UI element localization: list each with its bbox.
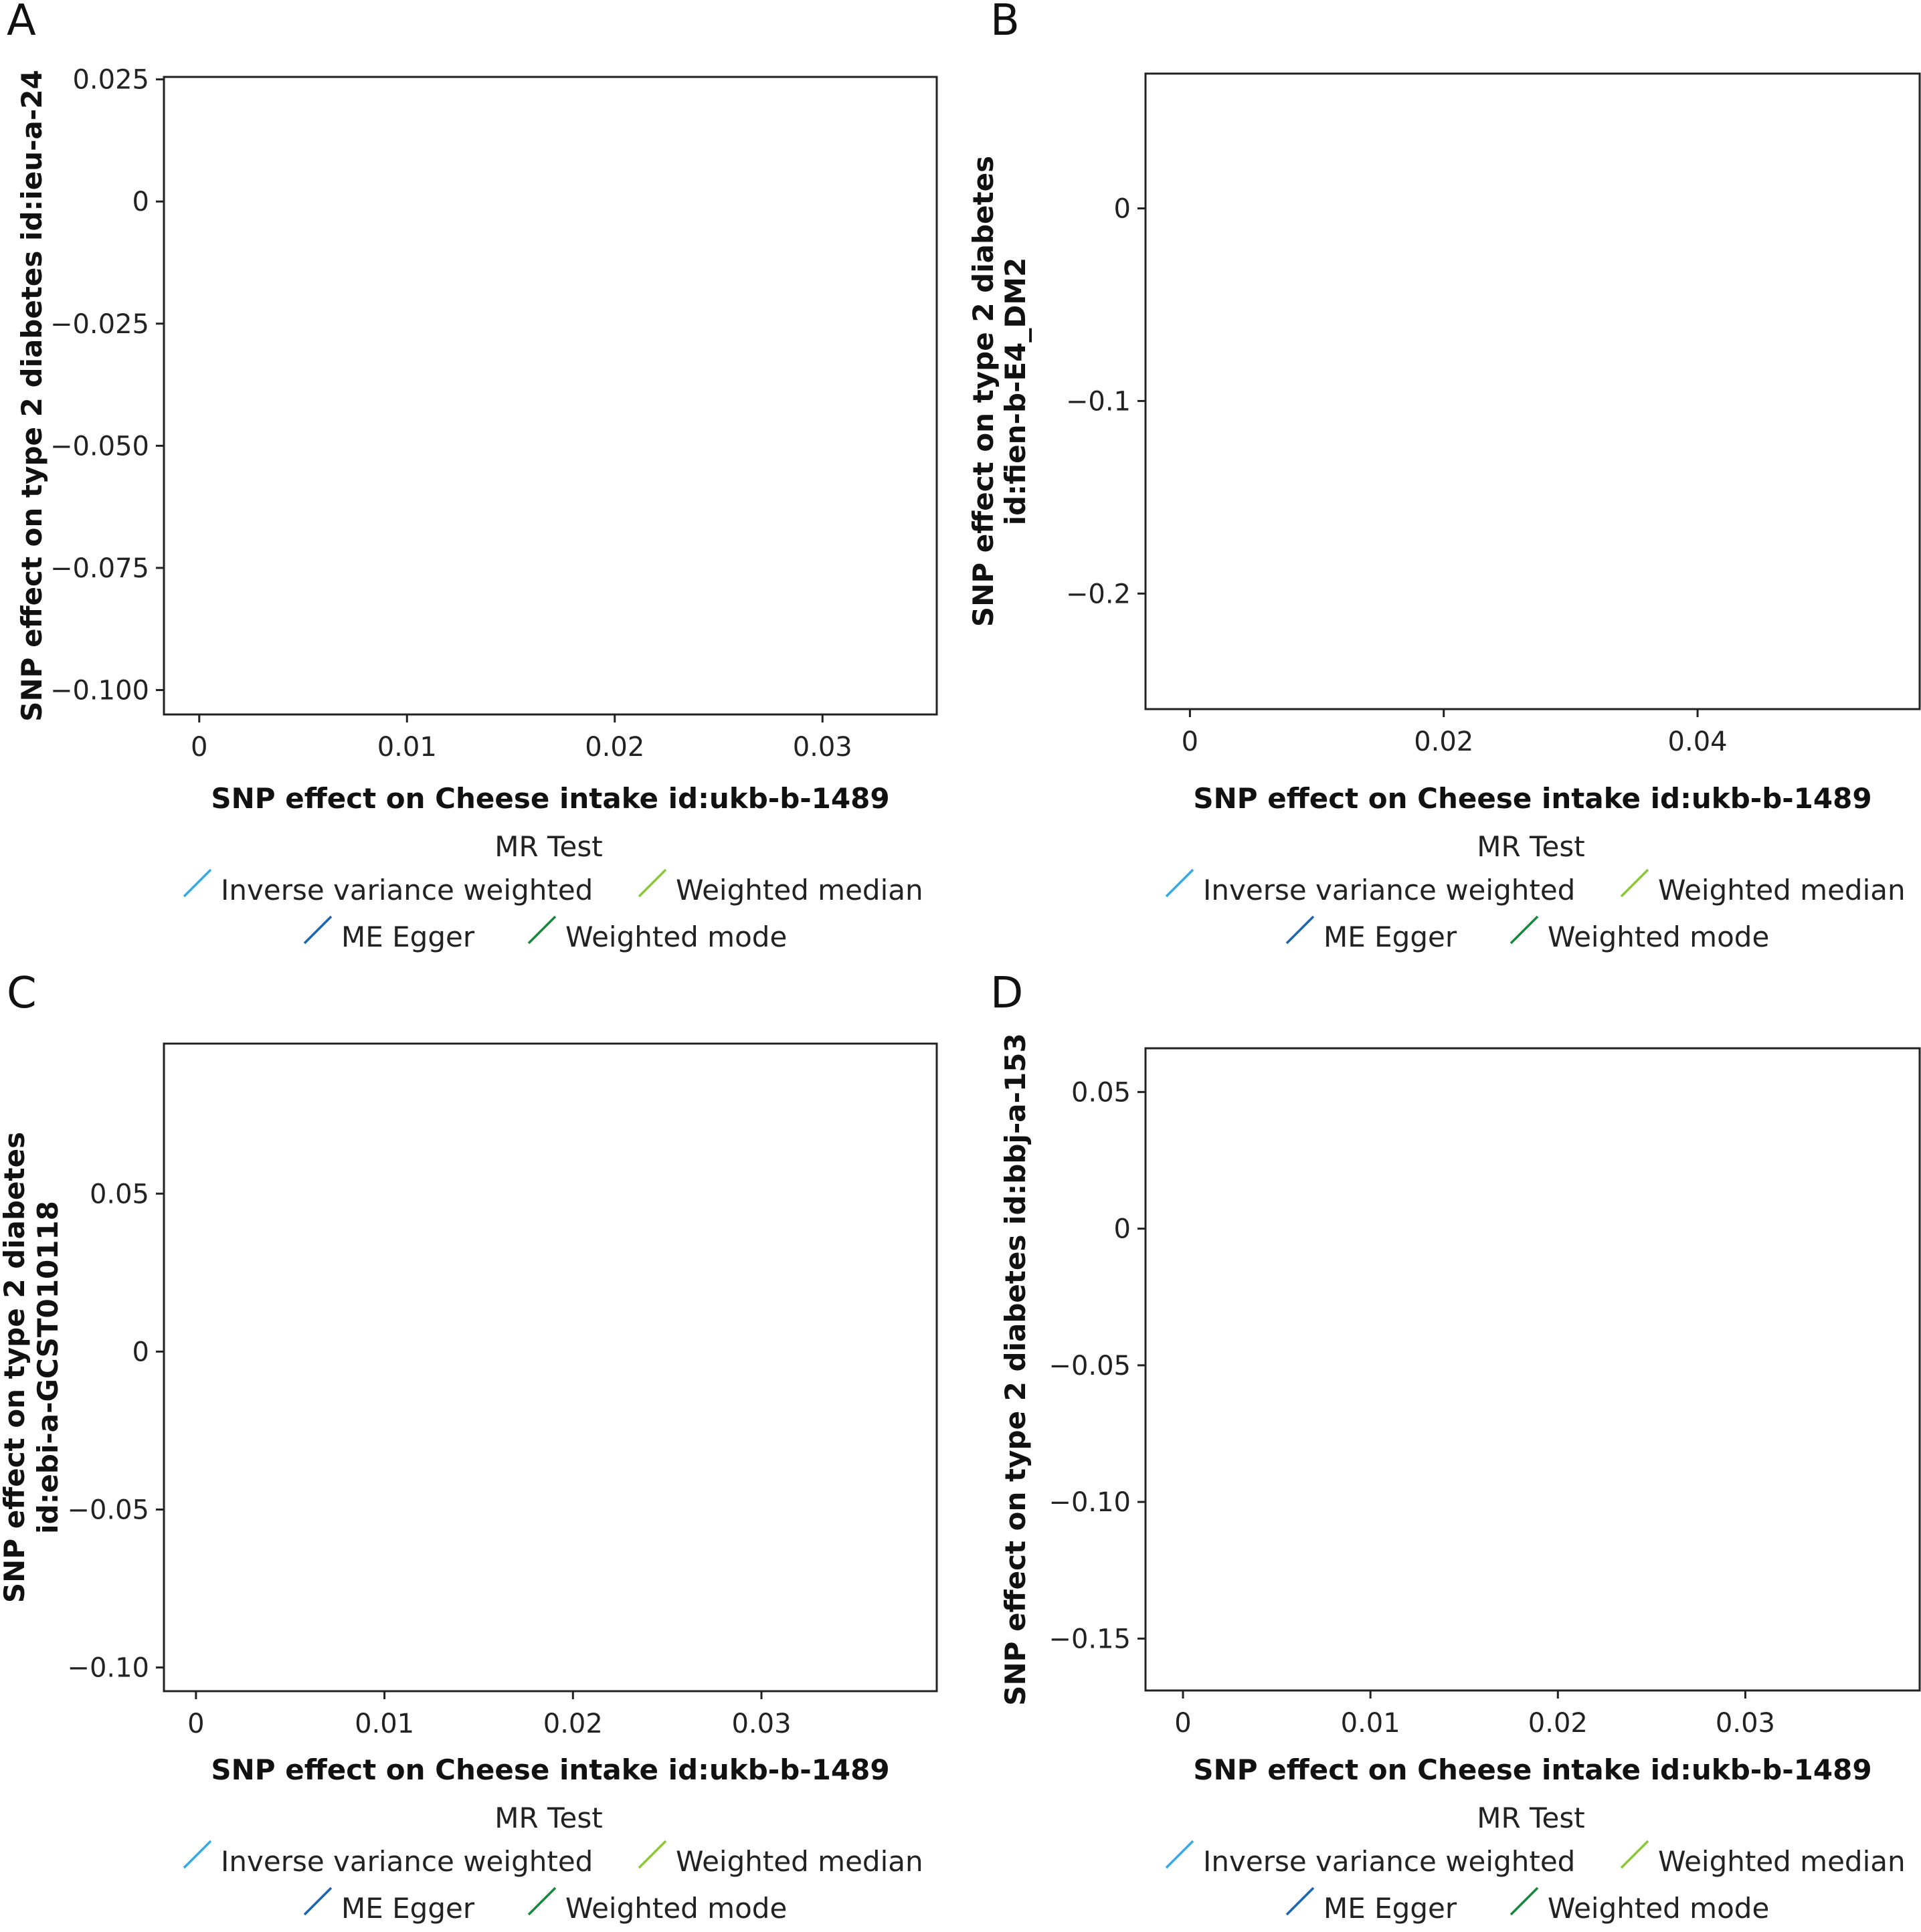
legend-item-label: Weighted median	[1658, 874, 1906, 906]
panel-letter: D	[990, 969, 1023, 1018]
legend-key-swatch	[183, 1840, 212, 1869]
panel-a: A 0 0.01 0.02 0.03 0.025 0 −0.025 −0.050 −0.075 −0…	[7, 0, 938, 953]
legend-item-label: Inverse variance weighted	[1203, 1845, 1575, 1878]
legend-item-label: ME Egger	[1323, 1892, 1457, 1925]
x-axis-title: SNP effect on Cheese intake id:ukb-b-148…	[1193, 1753, 1871, 1786]
x-tick-label: 0.01	[1341, 1708, 1400, 1739]
legend: MR Test Inverse variance weighted Weighted…	[1165, 830, 1906, 953]
y-tick-label: −0.05	[67, 1494, 149, 1525]
y-tick-label: −0.1	[1066, 386, 1131, 417]
legend-key-swatch	[1165, 1840, 1194, 1869]
legend-item-label: Weighted mode	[565, 1892, 787, 1925]
legend-item-label: Weighted median	[676, 874, 923, 906]
legend-item-label: ME Egger	[341, 921, 475, 953]
legend-key-swatch	[638, 1840, 667, 1869]
y-tick-label: −0.05	[1048, 1351, 1131, 1381]
plot-frame	[163, 1042, 938, 1693]
legend: MR Test Inverse variance weighted Weighted…	[183, 830, 923, 953]
x-tick-label: 0.03	[731, 1709, 791, 1739]
legend-item-label: Weighted median	[1658, 1845, 1906, 1878]
legend-key-swatch	[527, 915, 557, 945]
legend-title: MR Test	[494, 830, 602, 863]
legend-item-label: Weighted mode	[1548, 921, 1769, 953]
plot-frame	[1144, 72, 1921, 710]
legend: MR Test Inverse variance weighted Weighted…	[1165, 1802, 1906, 1925]
legend-item-label: ME Egger	[1323, 921, 1457, 953]
legend-key-swatch	[1510, 1887, 1539, 1916]
y-tick-label: −0.2	[1066, 579, 1131, 609]
panel-letter: C	[7, 969, 37, 1018]
y-tick-label: −0.075	[50, 553, 149, 584]
x-tick-label: 0	[1182, 727, 1198, 757]
y-tick-label: 0	[132, 1337, 149, 1367]
legend-item-label: Weighted mode	[565, 921, 787, 953]
y-tick-label: 0	[1114, 1214, 1131, 1245]
y-axis-title: SNP effect on type 2 diabetes id:ieu-a-2…	[15, 70, 48, 721]
y-axis-title: SNP effect on type 2 diabetes	[967, 156, 1000, 627]
y-tick-label: −0.025	[50, 309, 149, 340]
y-tick-label: 0.025	[72, 65, 149, 96]
legend-key-swatch	[638, 868, 667, 898]
legend-key-swatch	[303, 1887, 333, 1916]
y-axis-title: SNP effect on type 2 diabetes	[0, 1132, 31, 1603]
y-tick-label: −0.050	[50, 431, 149, 462]
legend-item-label: ME Egger	[341, 1892, 475, 1925]
legend-title: MR Test	[1477, 830, 1584, 863]
y-tick-label: 0.05	[1071, 1077, 1131, 1108]
y-tick-label: 0.05	[90, 1179, 149, 1210]
y-tick-label: 0	[132, 187, 149, 217]
x-tick-label: 0.01	[355, 1709, 414, 1739]
y-tick-label: −0.10	[67, 1653, 149, 1684]
y-tick-label: 0	[1114, 194, 1131, 225]
legend-key-swatch	[1620, 1840, 1649, 1869]
panel-c: C 0 0.01 0.02 0.03 0.05 0 −0.05 −0.10 SNP effect …	[0, 969, 938, 1925]
x-axis-title: SNP effect on Cheese intake id:ukb-b-148…	[1193, 782, 1871, 815]
x-tick-label: 0	[187, 1709, 204, 1739]
x-tick-label: 0.02	[1528, 1708, 1588, 1739]
plot-frame	[1144, 1047, 1921, 1692]
x-tick-label: 0.04	[1668, 727, 1728, 757]
y-tick-label: −0.100	[50, 675, 149, 706]
x-tick-label: 0	[191, 732, 207, 763]
y-axis-title: id:fien-b-E4_DM2	[999, 258, 1032, 526]
panel-d: D 0 0.01 0.02 0.03 0.05 0 −0.05 −0.10 −0.15 SNP ef…	[990, 969, 1921, 1925]
legend-item-label: Inverse variance weighted	[1203, 874, 1575, 906]
x-tick-label: 0.02	[543, 1709, 603, 1739]
x-axis-title: SNP effect on Cheese intake id:ukb-b-148…	[211, 1753, 889, 1786]
y-tick-label: −0.15	[1048, 1624, 1131, 1654]
legend-key-swatch	[1620, 868, 1649, 898]
legend-key-swatch	[1285, 915, 1315, 945]
legend-key-swatch	[183, 868, 212, 898]
legend-item-label: Inverse variance weighted	[221, 874, 593, 906]
legend-item-label: Weighted median	[676, 1845, 923, 1878]
y-axis-title: id:ebi-a-GCST010118	[31, 1201, 64, 1534]
legend-item-label: Inverse variance weighted	[221, 1845, 593, 1878]
legend-key-swatch	[1165, 868, 1194, 898]
x-tick-label: 0	[1174, 1708, 1191, 1739]
legend-key-swatch	[1285, 1887, 1315, 1916]
legend-title: MR Test	[494, 1802, 602, 1834]
legend-key-swatch	[527, 1887, 557, 1916]
x-tick-label: 0.02	[585, 732, 644, 763]
y-axis-title: SNP effect on type 2 diabetes id:bbj-a-1…	[999, 1033, 1032, 1705]
legend-key-swatch	[303, 915, 333, 945]
legend-title: MR Test	[1477, 1802, 1584, 1834]
x-tick-label: 0.01	[377, 732, 437, 763]
plot-frame	[163, 76, 938, 716]
panel-b: B 0 0.02 0.04 0 −0.1 −0.2 SNP effect on Cheese …	[967, 0, 1921, 953]
x-axis-title: SNP effect on Cheese intake id:ukb-b-148…	[211, 782, 889, 815]
legend: MR Test Inverse variance weighted Weighted…	[183, 1802, 923, 1925]
panel-letter: B	[990, 0, 1020, 45]
legend-key-swatch	[1510, 915, 1539, 945]
panel-letter: A	[7, 0, 36, 45]
x-tick-label: 0.02	[1414, 727, 1473, 757]
legend-item-label: Weighted mode	[1548, 1892, 1769, 1925]
x-tick-label: 0.03	[1716, 1708, 1775, 1739]
y-tick-label: −0.10	[1048, 1487, 1131, 1518]
x-tick-label: 0.03	[793, 732, 852, 763]
